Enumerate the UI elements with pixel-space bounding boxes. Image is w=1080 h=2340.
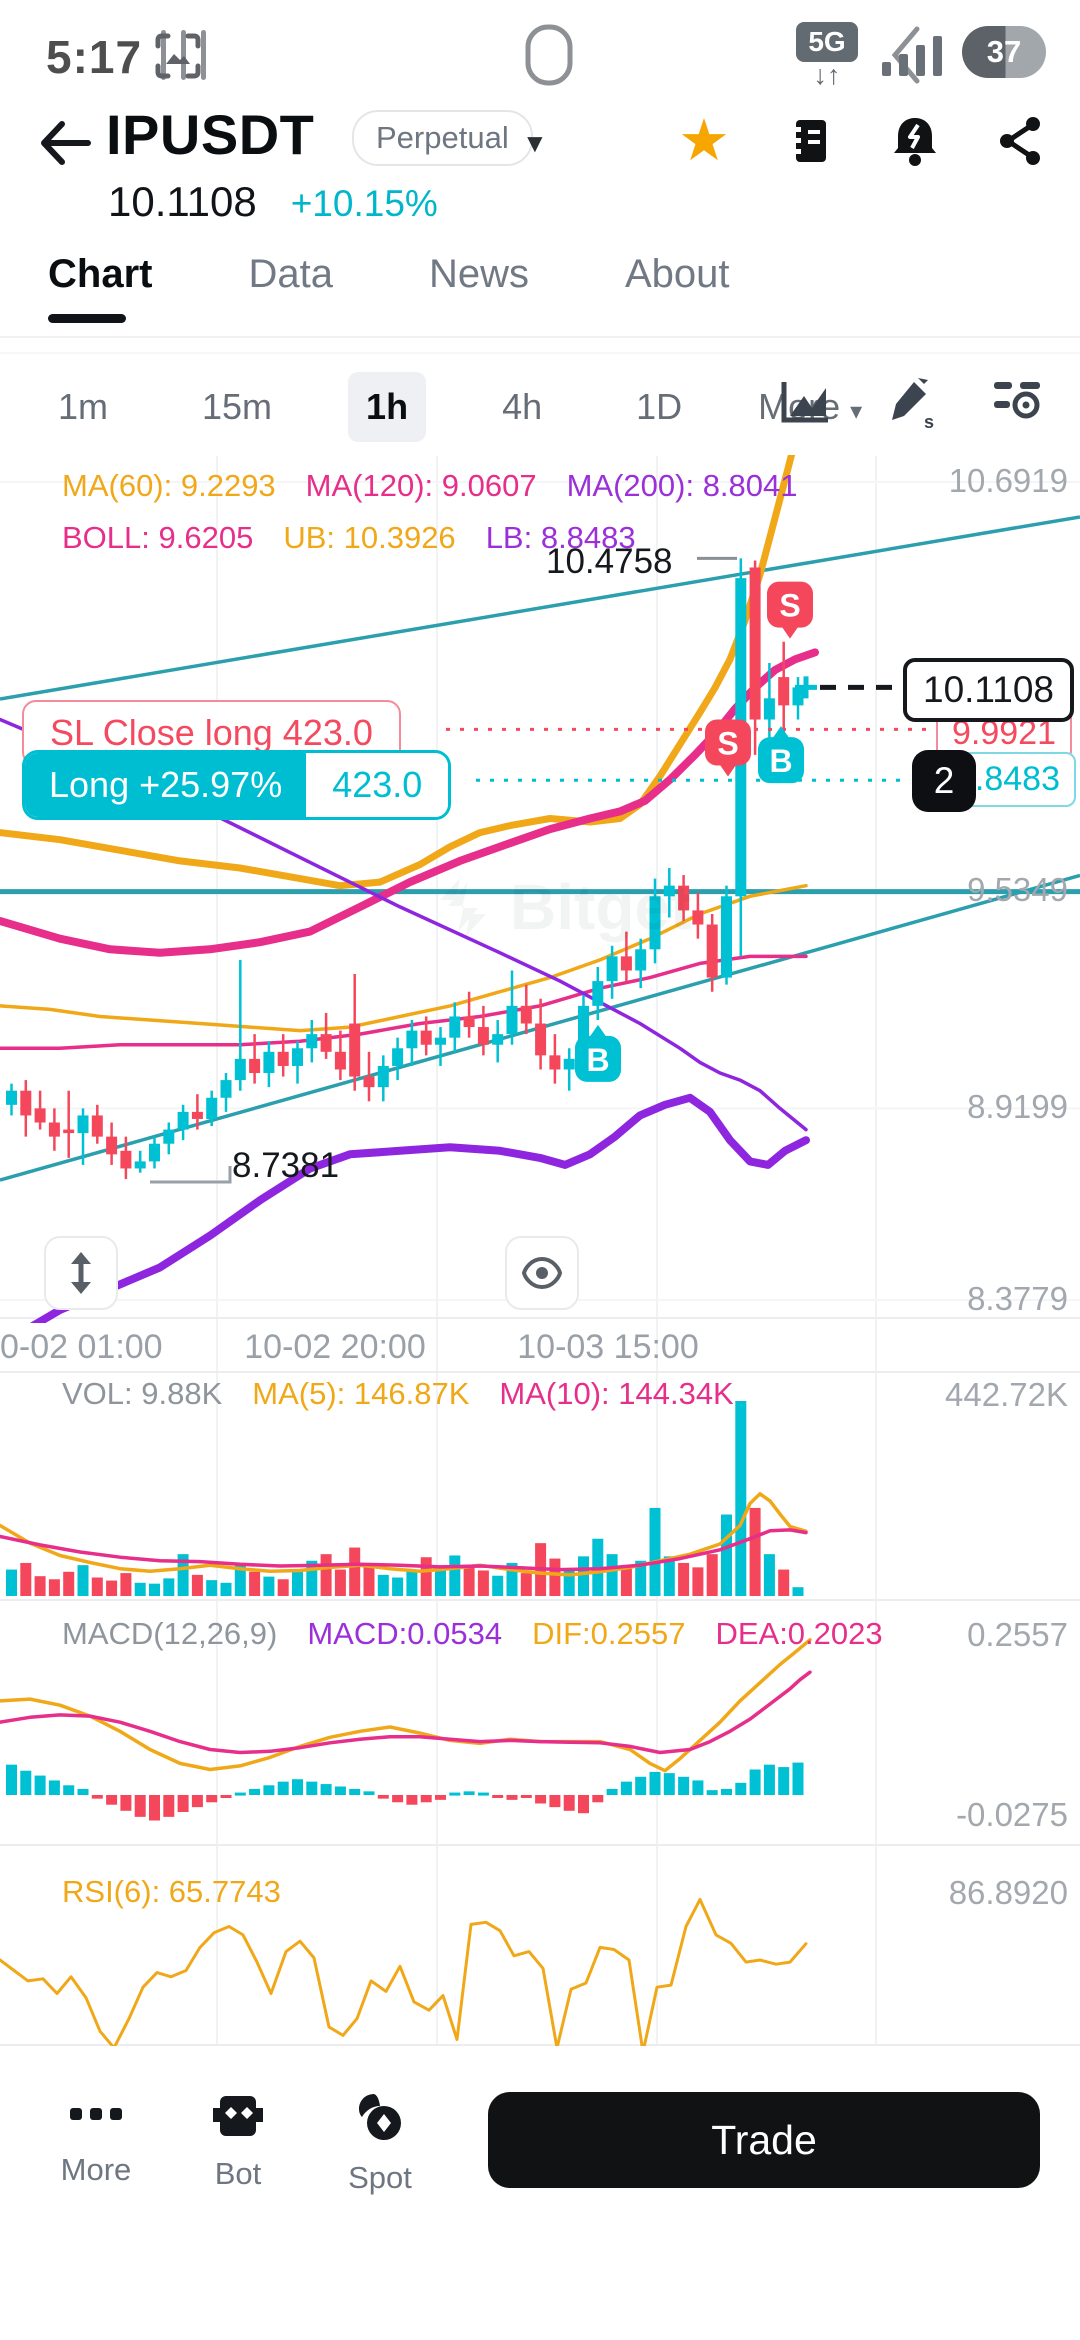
svg-text:B: B [769,743,792,779]
price-axis-label: 10.6919 [948,462,1068,499]
position-tag[interactable]: Long +25.97% 423.0 [22,750,452,820]
vol-max-label: 442.72K [945,1376,1068,1413]
low-price-annotation: 8.7381 [232,1146,340,1185]
header-change: +10.15% [290,183,438,224]
visibility-button[interactable] [505,1236,579,1310]
legend-item: MA(5): 146.87K [252,1376,470,1411]
chart-style-icon[interactable] [778,378,832,428]
network-5g-icon: 5G ↓↑ [796,22,858,91]
bot-button[interactable]: Bot [178,2092,298,2192]
timeframe-1d[interactable]: 1D [636,386,683,427]
macd-pane [0,1638,812,1821]
legend-item: MA(60): 9.2293 [62,468,276,503]
position-count-badge[interactable]: 2 [912,750,976,812]
timeframe-1m[interactable]: 1m [58,386,109,427]
svg-text:B: B [586,1042,609,1078]
legend-item: MA(120): 9.0607 [305,468,537,503]
spot-button[interactable]: Spot [320,2092,440,2196]
svg-text:s: s [924,412,934,430]
macd-legend: MACD(12,26,9) MACD:0.0534 DIF:0.2557 DEA:0.… [62,1616,883,1652]
legend-item: BOLL: 9.6205 [62,520,254,555]
current-price-label: 10.1108 [903,658,1074,722]
trade-marker-sell[interactable]: S [767,581,813,639]
watermark: Bitget [430,870,691,944]
back-nav-icon[interactable] [887,23,923,87]
time-axis-label: 0-02 01:00 [0,1328,163,1366]
high-price-annotation: 10.4758 [546,542,673,581]
draw-tool-icon[interactable]: s [884,376,938,430]
position-label: Long +25.97% [25,753,307,817]
timeframe-1h[interactable]: 1h [348,372,427,442]
tab-about[interactable]: About [624,252,730,296]
active-tab-underline [48,314,126,323]
main-pane [0,455,1080,1323]
legend-item: LB: 8.8483 [485,520,636,555]
timeframe-15m[interactable]: 15m [202,386,273,427]
legend-item: RSI(6): 65.7743 [62,1874,281,1909]
symbol-dropdown-caret[interactable]: ▼ [522,128,548,158]
legend-item: DEA:0.2023 [715,1616,883,1651]
legend-item: UB: 10.3926 [283,520,456,555]
battery-indicator: 37 [962,26,1046,78]
rsi-legend: RSI(6): 65.7743 [62,1874,281,1910]
rsi-pane [0,1898,808,2046]
header-price: 10.1108 [108,178,257,225]
home-icon[interactable] [524,23,574,87]
trade-marker-buy[interactable]: B [758,726,804,784]
legend-item: MACD:0.0534 [307,1616,503,1651]
recents-icon[interactable] [157,24,211,86]
price-axis-label: 9.5349 [967,870,1068,908]
symbol-title: IPUSDT [106,103,315,166]
price-axis-label: 8.9199 [967,1088,1068,1126]
legend-item: MA(10): 144.34K [499,1376,734,1411]
position-qty: 423.0 [306,753,449,817]
system-navbar [0,0,1080,110]
price-scale-button[interactable] [44,1236,118,1310]
screenshot-icon [155,33,201,79]
market-type-badge: Perpetual [352,110,533,166]
more-dots-icon [70,2108,122,2120]
spot-coins-icon [359,2094,401,2140]
tab-news[interactable]: News [428,252,529,296]
timeframe-4h[interactable]: 4h [502,386,543,427]
price-axis-label: 8.3779 [967,1279,1068,1317]
legend-item: VOL: 9.88K [62,1376,223,1411]
legend-item: MA(200): 8.8041 [566,468,798,503]
timeframe-bar: 1m15m1h4h1DMore ▾ [40,372,862,442]
favorite-star-icon[interactable]: ★ [678,108,730,173]
signal-bars-icon [882,36,942,76]
boll-legend: BOLL: 9.6205 UB: 10.3926 LB: 8.8483 [62,520,636,556]
tab-data[interactable]: Data [248,252,333,296]
time-axis-label: 10-02 20:00 [244,1328,426,1366]
time-axis-label: 10-03 15:00 [517,1328,699,1366]
more-button[interactable]: More [36,2092,156,2188]
tab-bar: Chart Data News About [48,252,730,297]
price-alert-bell-icon[interactable] [890,115,940,167]
rsi-max-label: 86.8920 [948,1874,1068,1911]
svg-text:S: S [717,725,738,761]
trade-marker-buy[interactable]: B [575,1024,621,1082]
vol-legend: VOL: 9.88K MA(5): 146.87K MA(10): 144.34K [62,1376,734,1412]
legend-item: DIF:0.2557 [532,1616,686,1651]
macd-min-label: -0.0275 [956,1796,1068,1833]
contract-journal-icon[interactable] [786,117,834,165]
bot-icon [213,2096,263,2136]
tab-chart[interactable]: Chart [48,252,153,296]
indicator-settings-icon[interactable] [990,378,1044,428]
ma-legend: MA(60): 9.2293 MA(120): 9.0607 MA(200): 8.… [62,468,798,504]
macd-max-label: 0.2557 [967,1616,1068,1653]
share-icon[interactable] [996,115,1044,167]
trade-button[interactable]: Trade [488,2092,1040,2188]
legend-item: MACD(12,26,9) [62,1616,278,1651]
status-time: 5:17 [46,31,143,83]
svg-text:S: S [779,588,800,624]
trade-marker-sell[interactable]: S [705,719,751,777]
volume-pane [0,1401,808,1596]
back-button[interactable] [30,108,100,178]
